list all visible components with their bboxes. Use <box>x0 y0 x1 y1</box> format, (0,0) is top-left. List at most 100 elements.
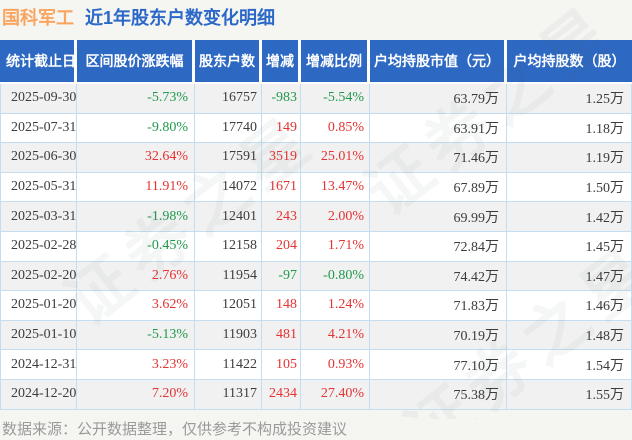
cell-holders-delta: 2434 <box>262 379 301 410</box>
cell-avg-market-value: 71.83万 <box>370 291 507 321</box>
table-row: 2024-12-20 7.20% 11317 2434 27.40% 75.38万 1.55… <box>0 379 632 410</box>
cell-avg-market-value: 74.42万 <box>370 261 507 292</box>
header-holders-count: 股东户数 <box>195 40 262 84</box>
cell-date: 2025-02-20 <box>0 261 77 292</box>
table-row: 2025-03-31 -1.98% 12401 243 2.00% 69.99万 1.42万 <box>0 202 632 232</box>
cell-holders-count: 14072 <box>195 172 262 203</box>
cell-avg-market-value: 67.89万 <box>370 172 507 203</box>
cell-holders-delta: -97 <box>262 261 301 292</box>
cell-avg-market-value: 70.19万 <box>370 320 507 351</box>
cell-avg-shares: 1.25万 <box>507 84 632 114</box>
cell-date: 2024-12-31 <box>0 350 77 380</box>
cell-delta-pct: 2.00% <box>301 202 370 232</box>
cell-date: 2025-02-28 <box>0 231 77 262</box>
table-row: 2025-07-31 -9.80% 17740 149 0.85% 63.91万 1.18万 <box>0 113 632 144</box>
cell-holders-delta: 149 <box>262 113 301 144</box>
header-avg-shares: 户均持股数（股） <box>507 40 632 84</box>
cell-avg-shares: 1.55万 <box>507 379 632 410</box>
cell-range-change: -0.45% <box>77 231 195 262</box>
cell-range-change: -5.73% <box>77 84 195 114</box>
header-stat-date: 统计截止日 <box>0 40 77 84</box>
header-delta-pct: 增减比例 <box>301 40 370 84</box>
cell-holders-delta: 3519 <box>262 143 301 173</box>
cell-range-change: 32.64% <box>77 143 195 173</box>
table-row: 2025-02-20 2.76% 11954 -97 -0.80% 74.42万 1.47万 <box>0 261 632 292</box>
cell-range-change: 11.91% <box>77 172 195 203</box>
cell-delta-pct: 0.93% <box>301 350 370 380</box>
cell-date: 2025-06-30 <box>0 143 77 173</box>
cell-holders-count: 11954 <box>195 261 262 292</box>
cell-delta-pct: 13.47% <box>301 172 370 203</box>
cell-date: 2024-12-20 <box>0 379 77 410</box>
cell-holders-delta: 1671 <box>262 172 301 203</box>
cell-holders-count: 11903 <box>195 320 262 351</box>
cell-avg-shares: 1.50万 <box>507 172 632 203</box>
cell-date: 2025-09-30 <box>0 84 77 114</box>
table-row: 2025-01-10 -5.13% 11903 481 4.21% 70.19万 1.48万 <box>0 320 632 351</box>
table-body: 2025-09-30 -5.73% 16757 -983 -5.54% 63.79万 1.2… <box>0 84 632 410</box>
cell-avg-shares: 1.18万 <box>507 113 632 144</box>
data-source-note: 数据来源：公开数据整理，仅供参考不构成投资建议 <box>2 420 348 438</box>
cell-delta-pct: 27.40% <box>301 379 370 410</box>
cell-avg-shares: 1.45万 <box>507 231 632 262</box>
cell-range-change: 3.23% <box>77 350 195 380</box>
cell-range-change: -5.13% <box>77 320 195 351</box>
cell-avg-market-value: 69.99万 <box>370 202 507 232</box>
cell-holders-count: 12051 <box>195 291 262 321</box>
cell-avg-market-value: 63.91万 <box>370 113 507 144</box>
cell-holders-count: 11422 <box>195 350 262 380</box>
cell-range-change: 3.62% <box>77 291 195 321</box>
cell-holders-delta: 243 <box>262 202 301 232</box>
cell-delta-pct: 4.21% <box>301 320 370 351</box>
cell-avg-shares: 1.47万 <box>507 261 632 292</box>
stock-name: 国科军工 <box>2 8 74 28</box>
cell-delta-pct: 1.71% <box>301 231 370 262</box>
cell-range-change: -9.80% <box>77 113 195 144</box>
header-avg-market-value: 户均持股市值（元） <box>370 40 507 84</box>
cell-range-change: 2.76% <box>77 261 195 292</box>
cell-date: 2025-07-31 <box>0 113 77 144</box>
cell-holders-count: 12401 <box>195 202 262 232</box>
header-range-change: 区间股价涨跌幅 <box>77 40 195 84</box>
cell-holders-count: 17740 <box>195 113 262 144</box>
cell-date: 2025-01-10 <box>0 320 77 351</box>
cell-avg-market-value: 75.38万 <box>370 379 507 410</box>
cell-avg-shares: 1.42万 <box>507 202 632 232</box>
cell-holders-count: 12158 <box>195 231 262 262</box>
cell-date: 2025-01-20 <box>0 291 77 321</box>
page-title: 国科军工 近1年股东户数变化明细 <box>0 0 632 30</box>
cell-avg-market-value: 71.46万 <box>370 143 507 173</box>
shareholder-table: 统计截止日 区间股价涨跌幅 股东户数 增减 增减比例 户均持股市值（元） 户均持… <box>0 40 632 410</box>
cell-delta-pct: 1.24% <box>301 291 370 321</box>
header-delta: 增减 <box>262 40 301 84</box>
cell-holders-delta: 105 <box>262 350 301 380</box>
cell-holders-count: 16757 <box>195 84 262 114</box>
cell-avg-shares: 1.54万 <box>507 350 632 380</box>
cell-holders-count: 17591 <box>195 143 262 173</box>
table-row: 2024-12-31 3.23% 11422 105 0.93% 77.10万 1.54万 <box>0 350 632 380</box>
cell-range-change: -1.98% <box>77 202 195 232</box>
cell-avg-market-value: 77.10万 <box>370 350 507 380</box>
table-row: 2025-01-20 3.62% 12051 148 1.24% 71.83万 1.46万 <box>0 291 632 321</box>
cell-holders-count: 11317 <box>195 379 262 410</box>
cell-avg-market-value: 63.79万 <box>370 84 507 114</box>
cell-avg-shares: 1.19万 <box>507 143 632 173</box>
cell-holders-delta: 148 <box>262 291 301 321</box>
cell-date: 2025-03-31 <box>0 202 77 232</box>
table-header-row: 统计截止日 区间股价涨跌幅 股东户数 增减 增减比例 户均持股市值（元） 户均持… <box>0 40 632 84</box>
cell-delta-pct: -0.80% <box>301 261 370 292</box>
cell-avg-shares: 1.46万 <box>507 291 632 321</box>
cell-holders-delta: -983 <box>262 84 301 114</box>
cell-avg-market-value: 72.84万 <box>370 231 507 262</box>
cell-delta-pct: -5.54% <box>301 84 370 114</box>
cell-holders-delta: 481 <box>262 320 301 351</box>
cell-avg-shares: 1.48万 <box>507 320 632 351</box>
cell-delta-pct: 0.85% <box>301 113 370 144</box>
cell-range-change: 7.20% <box>77 379 195 410</box>
table-row: 2025-02-28 -0.45% 12158 204 1.71% 72.84万 1.45万 <box>0 231 632 262</box>
title-subtitle: 近1年股东户数变化明细 <box>85 8 276 28</box>
table-row: 2025-05-31 11.91% 14072 1671 13.47% 67.89万 1.5… <box>0 172 632 203</box>
cell-delta-pct: 25.01% <box>301 143 370 173</box>
cell-date: 2025-05-31 <box>0 172 77 203</box>
table-row: 2025-06-30 32.64% 17591 3519 25.01% 71.46万 1.1… <box>0 143 632 173</box>
